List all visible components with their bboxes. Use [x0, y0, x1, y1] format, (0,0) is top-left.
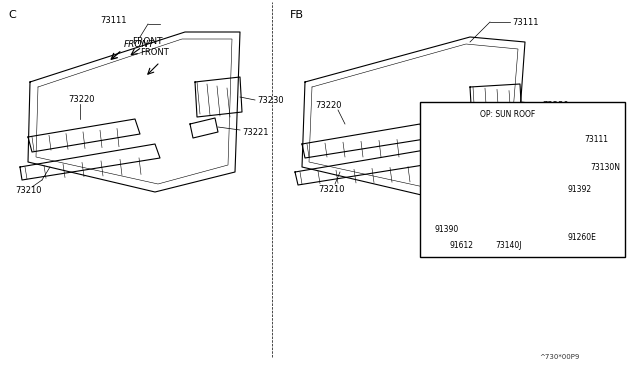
Text: 73230: 73230 [542, 100, 568, 109]
Text: 73140J: 73140J [495, 241, 522, 250]
Text: 73210: 73210 [318, 185, 344, 193]
Text: 91612: 91612 [450, 241, 474, 250]
Text: FB: FB [290, 10, 304, 20]
Text: 73111: 73111 [512, 17, 538, 26]
Text: 73220: 73220 [68, 94, 95, 103]
Text: 91260E: 91260E [568, 232, 597, 241]
Text: C: C [8, 10, 16, 20]
Text: 91390: 91390 [435, 224, 460, 234]
Text: 73230: 73230 [257, 96, 284, 105]
Bar [420, 102, 625, 257]
Text: ^730*00P9: ^730*00P9 [540, 354, 580, 360]
Text: 73210: 73210 [15, 186, 42, 195]
Text: 73111: 73111 [584, 135, 608, 144]
Text: OP: SUN ROOF: OP: SUN ROOF [480, 110, 535, 119]
Text: 73111: 73111 [100, 16, 127, 25]
Text: FRONT: FRONT [124, 40, 155, 49]
Text: FRONT: FRONT [132, 37, 163, 46]
Text: 73130N: 73130N [590, 163, 620, 171]
Text: 73221: 73221 [242, 128, 269, 137]
Text: 73220: 73220 [315, 100, 342, 109]
Text: 91392: 91392 [568, 185, 592, 193]
Text: FRONT: FRONT [140, 48, 169, 57]
